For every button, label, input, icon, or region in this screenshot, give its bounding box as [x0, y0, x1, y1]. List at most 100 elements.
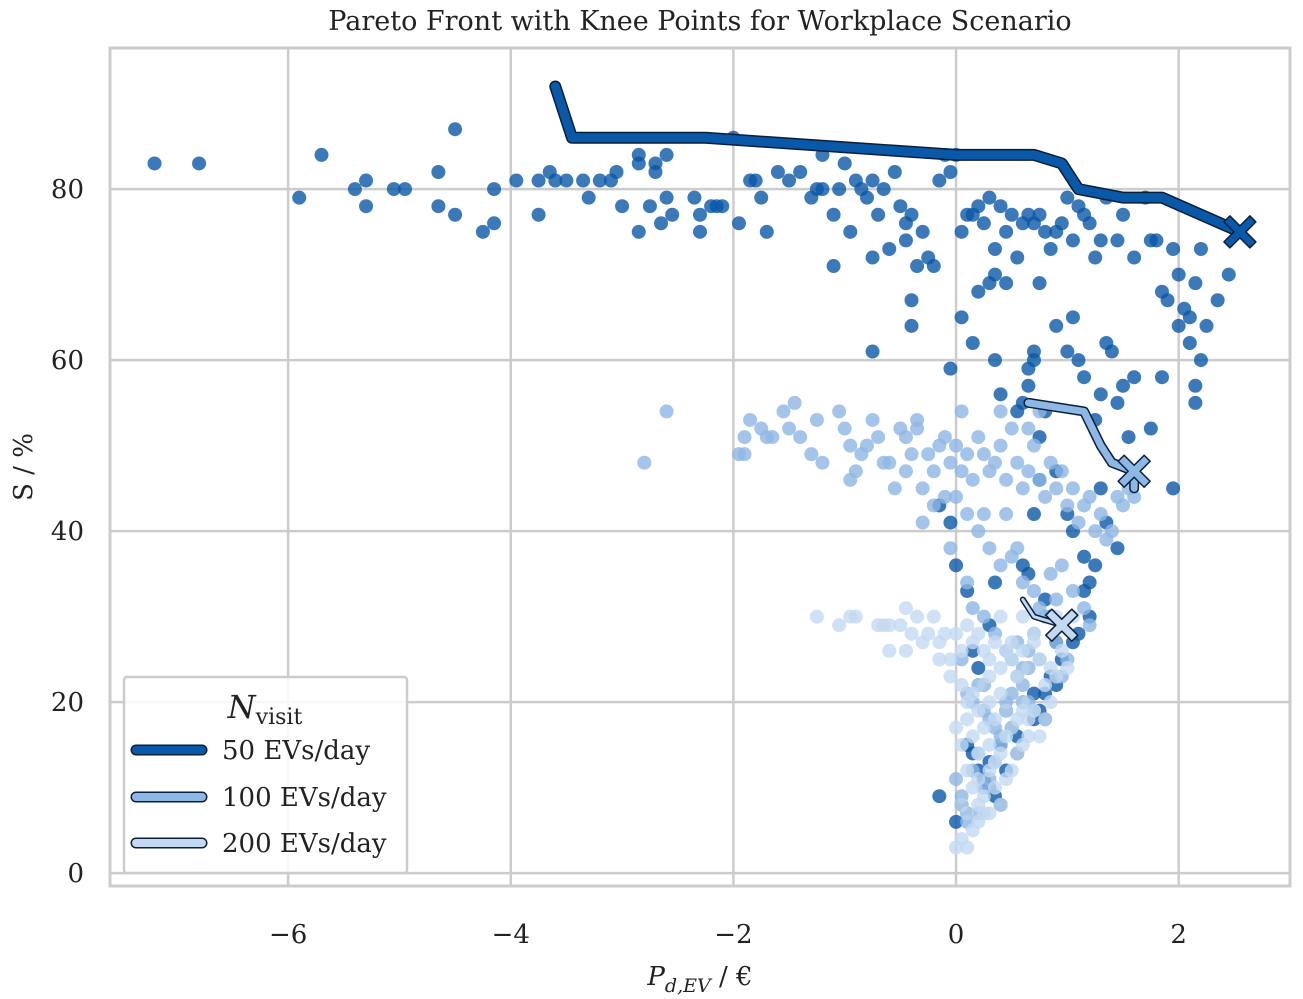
data-point: [748, 173, 763, 188]
data-point: [915, 224, 930, 239]
data-point: [904, 318, 919, 333]
data-point: [1049, 318, 1064, 333]
data-point: [1032, 276, 1047, 291]
data-point: [954, 737, 969, 752]
data-point: [960, 618, 975, 633]
data-point: [1021, 421, 1036, 436]
data-point: [1043, 695, 1058, 710]
data-point: [1026, 626, 1041, 641]
data-point: [993, 558, 1008, 573]
data-point: [292, 190, 307, 205]
data-point: [954, 224, 969, 239]
data-point: [1166, 241, 1181, 256]
data-point: [943, 652, 958, 667]
data-point: [1054, 643, 1069, 658]
data-point: [1021, 464, 1036, 479]
data-point: [954, 404, 969, 419]
data-point: [999, 472, 1014, 487]
data-point: [687, 190, 702, 205]
data-point: [765, 430, 780, 445]
data-point: [776, 404, 791, 419]
data-point: [976, 720, 991, 735]
legend-box: [122, 675, 409, 875]
data-point: [848, 464, 863, 479]
data-point: [965, 729, 980, 744]
data-point: [648, 164, 663, 179]
data-point: [1026, 583, 1041, 598]
data-point: [1188, 395, 1203, 410]
data-point: [654, 216, 669, 231]
data-point: [1032, 472, 1047, 487]
data-point: [943, 669, 958, 684]
data-point: [882, 643, 897, 658]
data-point: [1065, 583, 1080, 598]
data-point: [1010, 541, 1025, 556]
data-point: [965, 601, 980, 616]
data-point: [1032, 207, 1047, 222]
y-tick-label: 80: [51, 175, 84, 205]
data-point: [904, 447, 919, 462]
data-point: [971, 524, 986, 539]
data-point: [1026, 703, 1041, 718]
data-point: [887, 164, 902, 179]
data-point: [1116, 498, 1131, 513]
data-point: [1060, 344, 1075, 359]
data-point: [475, 224, 490, 239]
data-point: [915, 481, 930, 496]
data-point: [826, 207, 841, 222]
data-point: [1188, 378, 1203, 393]
data-point: [1127, 370, 1142, 385]
data-point: [1160, 293, 1175, 308]
data-point: [359, 199, 374, 214]
data-point: [843, 438, 858, 453]
data-point: [1143, 421, 1158, 436]
knee-point-marker: [1117, 454, 1151, 489]
data-point: [926, 609, 941, 624]
data-point: [993, 746, 1008, 761]
data-point: [898, 464, 913, 479]
data-point: [737, 430, 752, 445]
data-point: [949, 626, 964, 641]
data-point: [1093, 481, 1108, 496]
data-point: [1104, 344, 1119, 359]
y-tick-label: 40: [51, 517, 84, 547]
data-point: [926, 259, 941, 274]
data-point: [1110, 395, 1125, 410]
data-point: [1093, 387, 1108, 402]
data-point: [487, 216, 502, 231]
data-point: [1116, 207, 1131, 222]
data-point: [993, 797, 1008, 812]
data-point: [898, 643, 913, 658]
data-point: [949, 772, 964, 787]
data-point: [1015, 643, 1030, 658]
data-point: [910, 412, 925, 427]
data-point: [398, 182, 412, 197]
data-point: [926, 464, 941, 479]
data-point: [910, 609, 925, 624]
data-point: [1082, 575, 1097, 590]
x-tick-label: −4: [492, 920, 530, 950]
data-point: [993, 438, 1008, 453]
data-point: [1043, 455, 1058, 470]
data-point: [865, 250, 880, 265]
data-point: [787, 395, 802, 410]
data-point: [637, 455, 652, 470]
data-point: [999, 772, 1014, 787]
data-point: [770, 164, 785, 179]
y-tick-labels: 0 20 40 60 80: [51, 175, 84, 889]
data-point: [988, 455, 1002, 470]
data-point: [759, 224, 774, 239]
data-point: [904, 207, 919, 222]
data-point: [431, 199, 446, 214]
data-point: [448, 122, 463, 137]
data-point: [988, 635, 1002, 650]
data-point: [693, 224, 707, 239]
data-point: [898, 233, 913, 248]
data-point: [988, 780, 1002, 795]
data-point: [1004, 207, 1019, 222]
data-point: [871, 207, 886, 222]
data-point: [693, 207, 707, 222]
data-point: [982, 763, 997, 778]
data-point: [882, 455, 897, 470]
data-point: [1060, 498, 1075, 513]
